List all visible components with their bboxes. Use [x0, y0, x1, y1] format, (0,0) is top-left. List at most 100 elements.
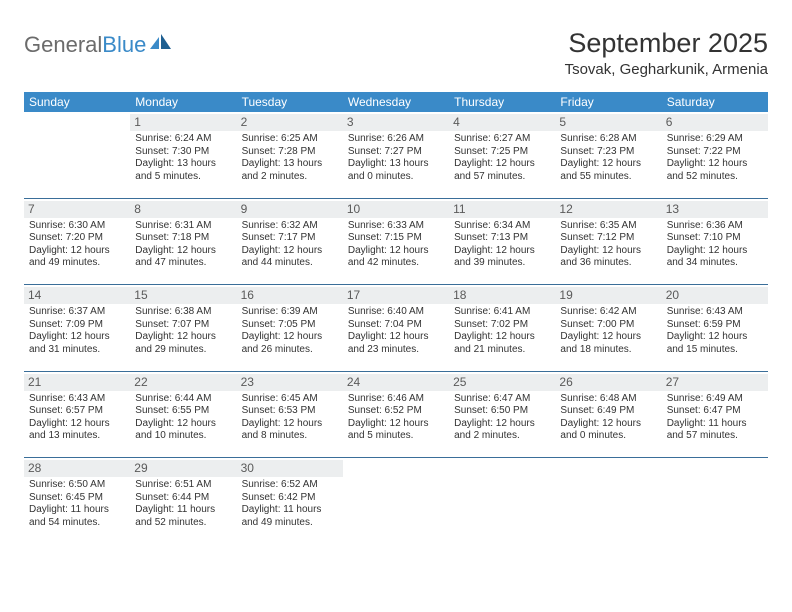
- dow-row: Sunday Monday Tuesday Wednesday Thursday…: [24, 92, 768, 112]
- daylight-line: Daylight: 12 hours and 57 minutes.: [454, 158, 550, 183]
- day-cell: 8Sunrise: 6:31 AMSunset: 7:18 PMDaylight…: [130, 199, 236, 285]
- day-cell: 28Sunrise: 6:50 AMSunset: 6:45 PMDayligh…: [24, 458, 130, 544]
- day-cell: 11Sunrise: 6:34 AMSunset: 7:13 PMDayligh…: [449, 199, 555, 285]
- day-number: 12: [555, 201, 661, 218]
- day-cell: 22Sunrise: 6:44 AMSunset: 6:55 PMDayligh…: [130, 372, 236, 458]
- day-cell-empty: [662, 458, 768, 544]
- sunset-line: Sunset: 7:22 PM: [667, 146, 763, 159]
- sunset-line: Sunset: 7:28 PM: [242, 146, 338, 159]
- day-cell: 12Sunrise: 6:35 AMSunset: 7:12 PMDayligh…: [555, 199, 661, 285]
- sunset-line: Sunset: 6:50 PM: [454, 405, 550, 418]
- sunrise-line: Sunrise: 6:33 AM: [348, 220, 444, 233]
- sunrise-line: Sunrise: 6:29 AM: [667, 133, 763, 146]
- sunset-line: Sunset: 7:07 PM: [135, 319, 231, 332]
- daylight-line: Daylight: 12 hours and 39 minutes.: [454, 245, 550, 270]
- sunset-line: Sunset: 7:20 PM: [29, 232, 125, 245]
- day-number: 29: [130, 460, 236, 477]
- daylight-line: Daylight: 12 hours and 10 minutes.: [135, 418, 231, 443]
- sunset-line: Sunset: 7:09 PM: [29, 319, 125, 332]
- sunset-line: Sunset: 6:45 PM: [29, 492, 125, 505]
- sunrise-line: Sunrise: 6:40 AM: [348, 306, 444, 319]
- day-number: 14: [24, 287, 130, 304]
- day-cell: 20Sunrise: 6:43 AMSunset: 6:59 PMDayligh…: [662, 285, 768, 371]
- sunrise-line: Sunrise: 6:42 AM: [560, 306, 656, 319]
- day-number: 27: [662, 374, 768, 391]
- sunset-line: Sunset: 7:18 PM: [135, 232, 231, 245]
- day-cell: 29Sunrise: 6:51 AMSunset: 6:44 PMDayligh…: [130, 458, 236, 544]
- day-number: 13: [662, 201, 768, 218]
- day-cell: 26Sunrise: 6:48 AMSunset: 6:49 PMDayligh…: [555, 372, 661, 458]
- day-number: 21: [24, 374, 130, 391]
- day-cell: 14Sunrise: 6:37 AMSunset: 7:09 PMDayligh…: [24, 285, 130, 371]
- day-number: 8: [130, 201, 236, 218]
- sunset-line: Sunset: 7:15 PM: [348, 232, 444, 245]
- sunrise-line: Sunrise: 6:31 AM: [135, 220, 231, 233]
- day-number: 22: [130, 374, 236, 391]
- sunrise-line: Sunrise: 6:51 AM: [135, 479, 231, 492]
- sunset-line: Sunset: 6:57 PM: [29, 405, 125, 418]
- sunset-line: Sunset: 6:59 PM: [667, 319, 763, 332]
- day-cell: 9Sunrise: 6:32 AMSunset: 7:17 PMDaylight…: [237, 199, 343, 285]
- day-number: 24: [343, 374, 449, 391]
- calendar-page: GeneralBlue September 2025 Tsovak, Gegha…: [0, 0, 792, 544]
- sunrise-line: Sunrise: 6:47 AM: [454, 393, 550, 406]
- day-number: 17: [343, 287, 449, 304]
- daylight-line: Daylight: 12 hours and 31 minutes.: [29, 331, 125, 356]
- daylight-line: Daylight: 12 hours and 8 minutes.: [242, 418, 338, 443]
- daylight-line: Daylight: 11 hours and 54 minutes.: [29, 504, 125, 529]
- day-cell: 21 Sunrise: 6:43 AMSunset: 6:57 PMDayligh…: [24, 372, 130, 458]
- dow-sunday: Sunday: [24, 92, 130, 112]
- day-cell: 2Sunrise: 6:25 AMSunset: 7:28 PMDaylight…: [237, 112, 343, 198]
- sunset-line: Sunset: 7:04 PM: [348, 319, 444, 332]
- daylight-line: Daylight: 12 hours and 15 minutes.: [667, 331, 763, 356]
- sunset-line: Sunset: 7:25 PM: [454, 146, 550, 159]
- day-number: 18: [449, 287, 555, 304]
- calendar-body: 1Sunrise: 6:24 AMSunset: 7:30 PMDaylight…: [24, 112, 768, 544]
- dow-wednesday: Wednesday: [343, 92, 449, 112]
- day-number: 10: [343, 201, 449, 218]
- sunrise-line: Sunrise: 6:36 AM: [667, 220, 763, 233]
- day-number: 4: [449, 114, 555, 131]
- sunrise-line: Sunrise: 6:38 AM: [135, 306, 231, 319]
- day-cell: 18Sunrise: 6:41 AMSunset: 7:02 PMDayligh…: [449, 285, 555, 371]
- day-number: 7: [24, 201, 130, 218]
- sunset-line: Sunset: 7:00 PM: [560, 319, 656, 332]
- sunrise-line: Sunrise: 6:43 AM: [29, 393, 125, 406]
- daylight-line: Daylight: 12 hours and 26 minutes.: [242, 331, 338, 356]
- sunset-line: Sunset: 6:42 PM: [242, 492, 338, 505]
- daylight-line: Daylight: 12 hours and 34 minutes.: [667, 245, 763, 270]
- sunrise-line: Sunrise: 6:27 AM: [454, 133, 550, 146]
- day-cell: 4 Sunrise: 6:27 AMSunset: 7:25 PMDaylight…: [449, 112, 555, 198]
- day-cell: 24Sunrise: 6:46 AMSunset: 6:52 PMDayligh…: [343, 372, 449, 458]
- sunrise-line: Sunrise: 6:45 AM: [242, 393, 338, 406]
- day-number: 16: [237, 287, 343, 304]
- daylight-line: Daylight: 12 hours and 13 minutes.: [29, 418, 125, 443]
- day-cell: 16Sunrise: 6:39 AMSunset: 7:05 PMDayligh…: [237, 285, 343, 371]
- daylight-line: Daylight: 12 hours and 49 minutes.: [29, 245, 125, 270]
- sunset-line: Sunset: 6:52 PM: [348, 405, 444, 418]
- dow-thursday: Thursday: [449, 92, 555, 112]
- daylight-line: Daylight: 12 hours and 55 minutes.: [560, 158, 656, 183]
- week-row: 14Sunrise: 6:37 AMSunset: 7:09 PMDayligh…: [24, 285, 768, 371]
- sunset-line: Sunset: 7:13 PM: [454, 232, 550, 245]
- sunset-line: Sunset: 6:55 PM: [135, 405, 231, 418]
- day-cell: 25Sunrise: 6:47 AMSunset: 6:50 PMDayligh…: [449, 372, 555, 458]
- sunset-line: Sunset: 6:53 PM: [242, 405, 338, 418]
- day-cell: 30Sunrise: 6:52 AMSunset: 6:42 PMDayligh…: [237, 458, 343, 544]
- daylight-line: Daylight: 12 hours and 0 minutes.: [560, 418, 656, 443]
- day-number: 19: [555, 287, 661, 304]
- sunset-line: Sunset: 7:02 PM: [454, 319, 550, 332]
- daylight-line: Daylight: 13 hours and 0 minutes.: [348, 158, 444, 183]
- daylight-line: Daylight: 12 hours and 5 minutes.: [348, 418, 444, 443]
- day-cell: 19Sunrise: 6:42 AMSunset: 7:00 PMDayligh…: [555, 285, 661, 371]
- sunset-line: Sunset: 7:17 PM: [242, 232, 338, 245]
- daylight-line: Daylight: 13 hours and 5 minutes.: [135, 158, 231, 183]
- day-number: 11: [449, 201, 555, 218]
- dow-monday: Monday: [130, 92, 236, 112]
- sunrise-line: Sunrise: 6:35 AM: [560, 220, 656, 233]
- week-row: 28Sunrise: 6:50 AMSunset: 6:45 PMDayligh…: [24, 458, 768, 544]
- calendar-grid: Sunday Monday Tuesday Wednesday Thursday…: [24, 92, 768, 544]
- dow-saturday: Saturday: [662, 92, 768, 112]
- daylight-line: Daylight: 12 hours and 36 minutes.: [560, 245, 656, 270]
- day-number: 15: [130, 287, 236, 304]
